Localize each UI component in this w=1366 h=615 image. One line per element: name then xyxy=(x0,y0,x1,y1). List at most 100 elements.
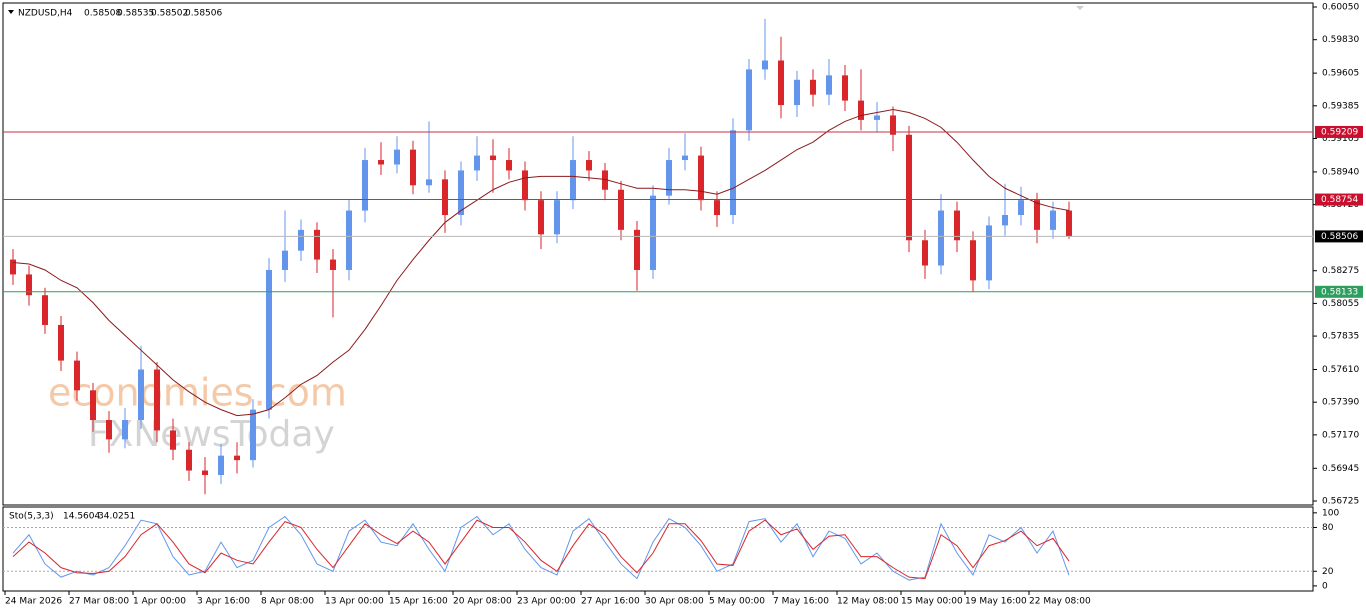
stoch-tick-label: 100 xyxy=(1322,508,1339,518)
x-tick-label: 13 Apr 00:00 xyxy=(325,597,384,607)
price-label: 0.58133 xyxy=(1321,287,1358,297)
indicator-panel xyxy=(2,506,1314,592)
y-tick-label: 0.58275 xyxy=(1322,266,1359,276)
candle-body xyxy=(1050,210,1056,230)
candle-body xyxy=(650,195,656,270)
candle-body xyxy=(778,60,784,106)
candle-body xyxy=(586,160,592,171)
y-tick-label: 0.56945 xyxy=(1322,464,1359,474)
candle-body xyxy=(10,259,16,275)
y-tick-label: 0.57390 xyxy=(1322,398,1359,408)
quote: 0.58535 xyxy=(117,9,154,19)
candle-body xyxy=(154,369,160,431)
candle-body xyxy=(170,430,176,450)
x-tick-label: 3 Apr 16:00 xyxy=(197,597,250,607)
candle-body xyxy=(442,179,448,216)
candle-body xyxy=(394,149,400,165)
y-tick-label: 0.57835 xyxy=(1322,332,1359,342)
candle-body xyxy=(506,160,512,171)
candle-body xyxy=(378,160,384,165)
candle-body xyxy=(730,130,736,216)
x-tick-label: 27 Mar 08:00 xyxy=(69,597,129,607)
stoch-line xyxy=(12,519,1070,580)
candle-body xyxy=(106,420,112,440)
candle-body xyxy=(330,259,336,270)
x-tick-label: 1 Apr 00:00 xyxy=(133,597,186,607)
candle-body xyxy=(122,420,128,440)
candle-body xyxy=(762,60,768,70)
candle-body xyxy=(618,189,624,230)
candle-body xyxy=(186,449,192,471)
candle-body xyxy=(1018,200,1024,216)
candle-body xyxy=(874,115,880,120)
candle-body xyxy=(666,160,672,196)
x-tick-label: 23 Apr 00:00 xyxy=(517,597,576,607)
candle-body xyxy=(842,75,848,101)
x-tick-label: 20 Apr 08:00 xyxy=(453,597,512,607)
shift-marker xyxy=(1076,6,1084,10)
candle-body xyxy=(250,409,256,461)
candle-body xyxy=(954,210,960,241)
watermark-text: economies.com xyxy=(48,371,347,415)
candle-body xyxy=(826,75,832,95)
menu-arrow[interactable] xyxy=(8,10,14,14)
candle-body xyxy=(298,229,304,251)
candle-body xyxy=(538,200,544,235)
watermark: economies.com FXNewsToday xyxy=(48,371,347,456)
candle-body xyxy=(74,360,80,391)
indicator-value: 34.0251 xyxy=(98,512,135,522)
quote: 0.58502 xyxy=(151,9,188,19)
candle-body xyxy=(90,390,96,421)
candle-body xyxy=(682,155,688,161)
candle-body xyxy=(58,324,64,361)
candle-body xyxy=(986,225,992,281)
candle-body xyxy=(26,274,32,296)
quote: 0.58506 xyxy=(185,9,222,19)
candle-body xyxy=(490,155,496,161)
stoch-tick-label: 0 xyxy=(1322,581,1328,591)
candle-body xyxy=(970,240,976,281)
y-tick-label: 0.58940 xyxy=(1322,167,1359,177)
y-tick-label: 0.59605 xyxy=(1322,69,1359,79)
price-label-box xyxy=(1315,193,1363,206)
y-tick-label: 0.56725 xyxy=(1322,496,1359,506)
x-tick-label: 7 May 16:00 xyxy=(773,597,829,607)
x-tick-label: 15 Apr 16:00 xyxy=(389,597,448,607)
x-tick-label: 5 May 00:00 xyxy=(709,597,765,607)
candle-body xyxy=(890,115,896,135)
main-panel xyxy=(2,2,1314,506)
price-label: 0.58506 xyxy=(1321,232,1358,242)
candle-body xyxy=(794,79,800,106)
candle-body xyxy=(858,100,864,120)
candle-body xyxy=(810,79,816,95)
candle-body xyxy=(714,200,720,216)
x-tick-label: 12 May 08:00 xyxy=(837,597,899,607)
candle-body xyxy=(474,155,480,171)
symbol: NZDUSD,H4 xyxy=(18,9,73,19)
x-tick-label: 27 Apr 16:00 xyxy=(581,597,640,607)
candle-body xyxy=(1002,215,1008,226)
candle-body xyxy=(746,69,752,131)
candle-body xyxy=(346,210,352,270)
candle-body xyxy=(234,455,240,461)
candle-body xyxy=(570,160,576,201)
candle-body xyxy=(202,470,208,475)
y-tick-label: 0.59385 xyxy=(1322,101,1359,111)
indicator-label: Sto(5,3,3) xyxy=(9,512,54,522)
price-label-box xyxy=(1315,230,1363,243)
candle-body xyxy=(458,170,464,216)
y-tick-label: 0.59165 xyxy=(1322,134,1359,144)
candle-body xyxy=(634,229,640,270)
candle-body xyxy=(938,210,944,266)
candle-body xyxy=(138,369,144,421)
price-label: 0.59209 xyxy=(1321,127,1358,137)
candle-body xyxy=(218,455,224,475)
x-tick-label: 30 Apr 08:00 xyxy=(645,597,704,607)
candle-body xyxy=(698,155,704,201)
x-tick-label: 24 Mar 2026 xyxy=(5,597,62,607)
candle-body xyxy=(362,160,368,211)
x-tick-label: 19 May 16:00 xyxy=(965,597,1027,607)
x-tick-label: 15 May 00:00 xyxy=(901,597,963,607)
y-tick-label: 0.57170 xyxy=(1322,430,1359,440)
